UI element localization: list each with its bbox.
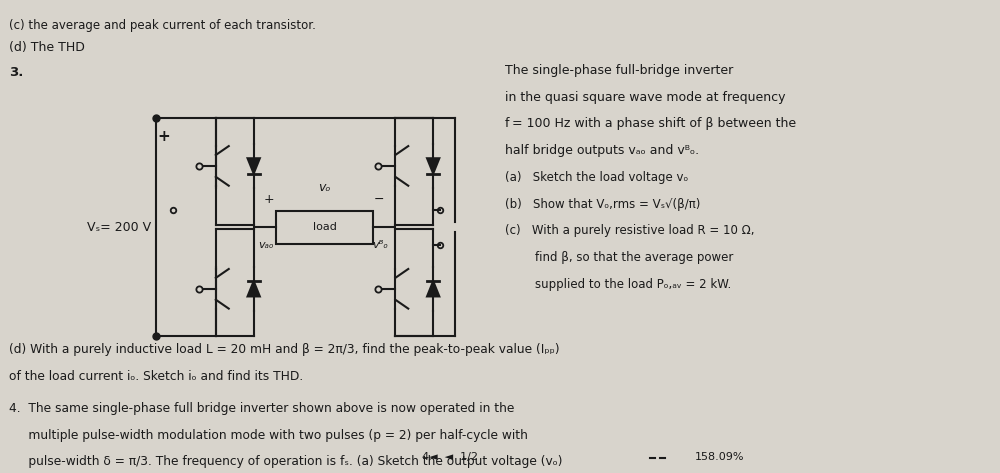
Text: (d) The THD: (d) The THD xyxy=(9,41,85,54)
Text: −: − xyxy=(374,193,385,206)
Polygon shape xyxy=(248,281,260,297)
FancyBboxPatch shape xyxy=(276,210,373,244)
Text: (d) With a purely inductive load L = 20 mH and β = 2π/3, find the peak-to-peak v: (d) With a purely inductive load L = 20 … xyxy=(9,343,560,356)
Text: vₒ: vₒ xyxy=(318,181,331,193)
Text: 158.09%: 158.09% xyxy=(695,452,744,462)
Text: f = 100 Hz with a phase shift of β between the: f = 100 Hz with a phase shift of β betwe… xyxy=(505,117,796,131)
Text: multiple pulse-width modulation mode with two pulses (p = 2) per half-cycle with: multiple pulse-width modulation mode wit… xyxy=(9,429,528,441)
Text: pulse-width δ = π/3. The frequency of operation is fₛ. (a) Sketch the output vol: pulse-width δ = π/3. The frequency of op… xyxy=(9,455,563,468)
Text: find β, so that the average power: find β, so that the average power xyxy=(505,251,733,264)
Text: 3.: 3. xyxy=(9,66,24,79)
Text: 4.  The same single-phase full bridge inverter shown above is now operated in th: 4. The same single-phase full bridge inv… xyxy=(9,402,515,415)
Text: (b)   Show that Vₒ,rms = Vₛ√(β/π): (b) Show that Vₒ,rms = Vₛ√(β/π) xyxy=(505,198,700,210)
Text: (c)   With a purely resistive load R = 10 Ω,: (c) With a purely resistive load R = 10 … xyxy=(505,224,754,237)
Text: half bridge outputs vₐₒ and vᴮₒ.: half bridge outputs vₐₒ and vᴮₒ. xyxy=(505,144,699,157)
Text: load: load xyxy=(313,222,336,232)
Text: (a)   Sketch the load voltage vₒ: (a) Sketch the load voltage vₒ xyxy=(505,171,688,184)
Polygon shape xyxy=(248,158,260,174)
Text: supplied to the load Pₒ,ₐᵥ = 2 kW.: supplied to the load Pₒ,ₐᵥ = 2 kW. xyxy=(505,278,731,291)
Polygon shape xyxy=(427,158,439,174)
Text: vᴮₒ: vᴮₒ xyxy=(372,240,388,250)
Text: vₐₒ: vₐₒ xyxy=(259,240,274,250)
Text: +: + xyxy=(263,193,274,206)
Text: Vₛ= 200 V: Vₛ= 200 V xyxy=(87,221,151,234)
Text: 4◄  ◄  1/2: 4◄ ◄ 1/2 xyxy=(422,452,478,462)
Text: The single-phase full-bridge inverter: The single-phase full-bridge inverter xyxy=(505,64,733,77)
Text: (c) the average and peak current of each transistor.: (c) the average and peak current of each… xyxy=(9,19,316,32)
Text: of the load current iₒ. Sketch iₒ and find its THD.: of the load current iₒ. Sketch iₒ and fi… xyxy=(9,370,304,383)
Text: +: + xyxy=(158,129,170,144)
Text: in the quasi square wave mode at frequency: in the quasi square wave mode at frequen… xyxy=(505,91,785,104)
Polygon shape xyxy=(427,281,439,297)
